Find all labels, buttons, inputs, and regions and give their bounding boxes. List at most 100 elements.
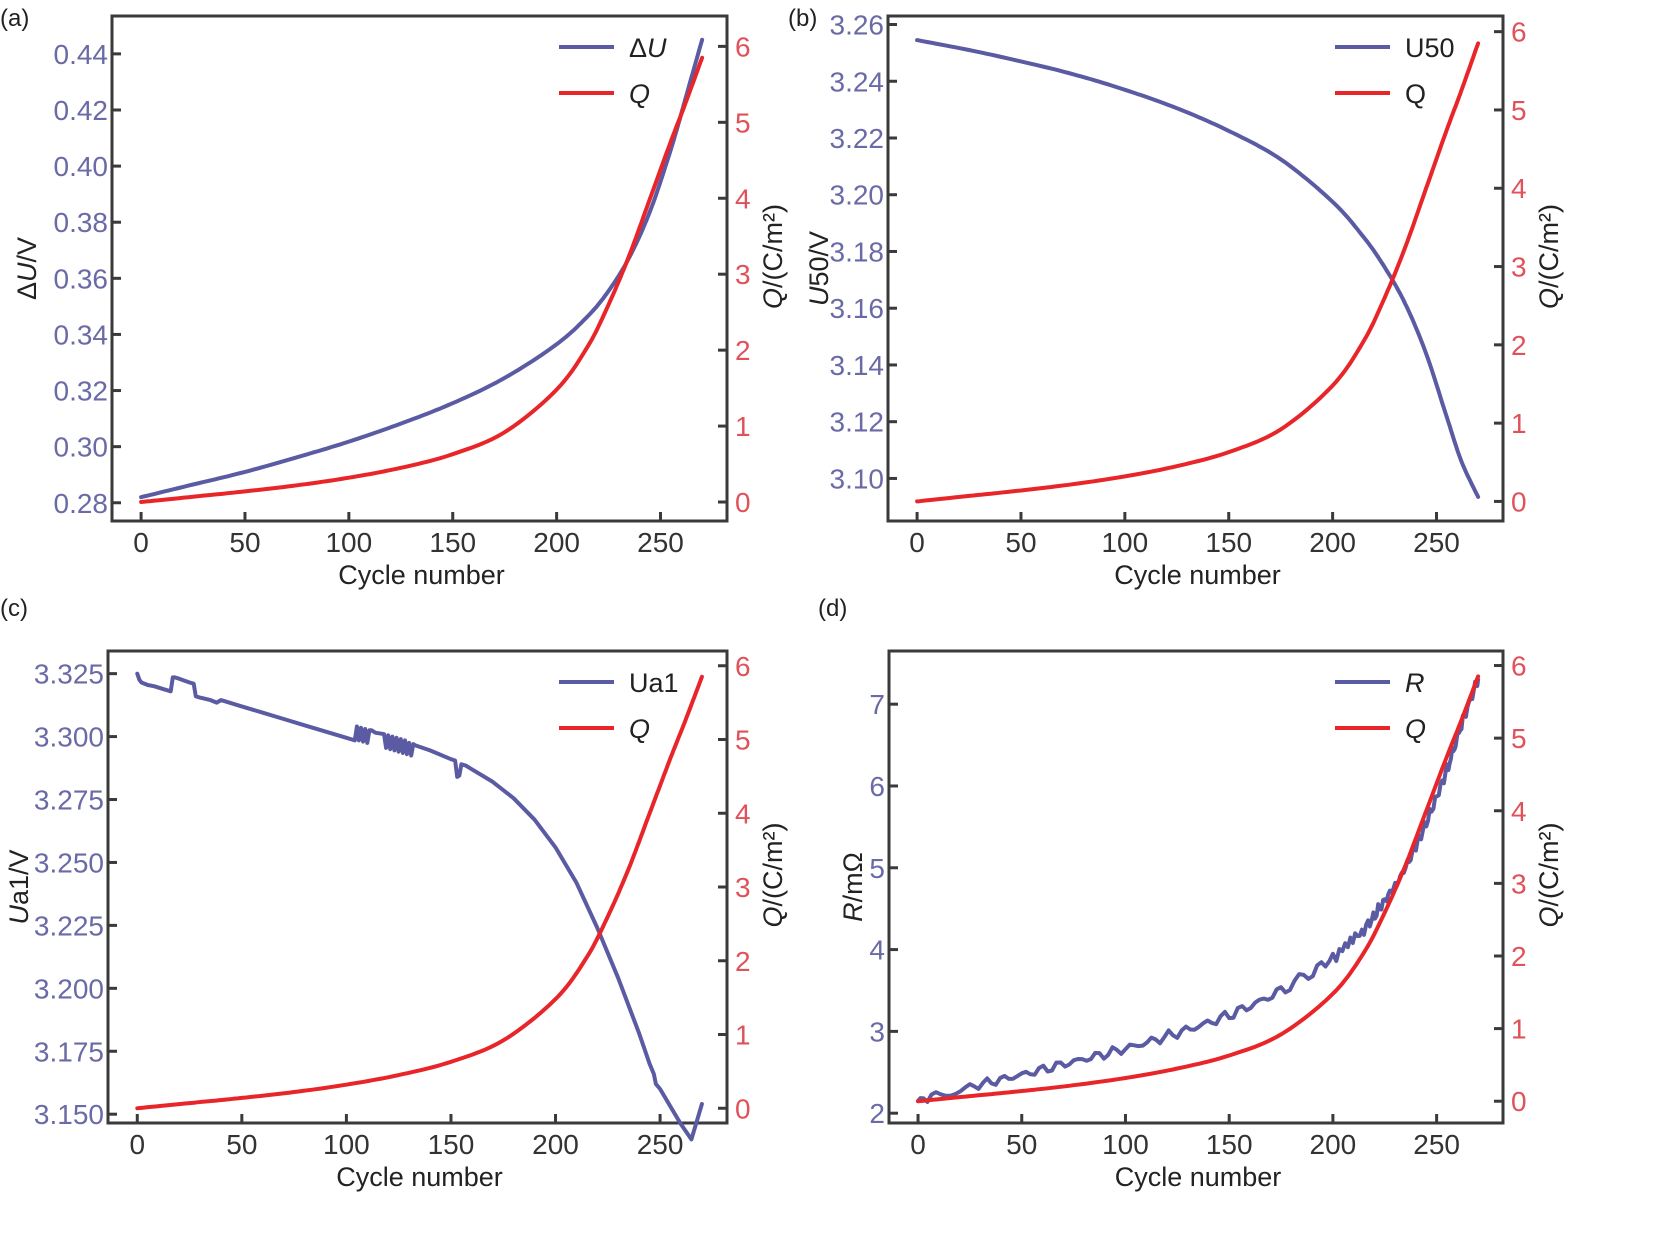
legend-item: Q xyxy=(1335,79,1426,109)
y-axis-title-part: U xyxy=(4,905,34,925)
y2-axis-title: Q/(C/m²) xyxy=(1534,204,1564,309)
x-tick-label: 50 xyxy=(229,527,260,558)
y2-axis-title-symbol: Q xyxy=(758,288,788,309)
series-line-q xyxy=(135,674,704,1111)
y-tick-label: 3.14 xyxy=(830,350,885,381)
legend-label-text: U xyxy=(647,33,667,63)
y-axis-title-part: a1/V xyxy=(4,849,34,905)
y-tick-label: 3.22 xyxy=(830,123,885,154)
y-tick-label: 3.18 xyxy=(830,236,885,267)
y2-axis-title: Q/(C/m²) xyxy=(758,204,788,309)
y-axis-title: Ua1/V xyxy=(4,849,34,924)
legend-item: Q xyxy=(559,79,650,109)
legend-label-text: Ua1 xyxy=(629,668,679,698)
y-axis-title: ΔU/V xyxy=(12,237,42,300)
chart-panel-a: (a)0 50 100 150 200 2500.280.300.320.340.360.… xyxy=(0,5,788,590)
y-axis-title-part: /mΩ xyxy=(838,852,868,902)
x-tick-label: 250 xyxy=(637,527,684,558)
y2-tick-label: 6 xyxy=(1511,17,1527,48)
legend-label-text: Q xyxy=(1405,79,1426,109)
y2-tick-label: 3 xyxy=(1511,868,1527,899)
x-tick-label: 150 xyxy=(1205,527,1252,558)
y2-tick-label: 4 xyxy=(1511,796,1527,827)
y-tick-label: 0.40 xyxy=(54,151,109,182)
y-axis-title-part: R xyxy=(838,902,868,922)
x-axis-title: Cycle number xyxy=(1115,1162,1282,1192)
x-axis-title: Cycle number xyxy=(1114,560,1281,590)
x-tick-label: 150 xyxy=(1206,1129,1253,1160)
y-tick-label: 6 xyxy=(869,771,885,802)
y2-tick-label: 2 xyxy=(735,946,751,977)
y2-tick-label: 6 xyxy=(735,651,751,682)
x-tick-label: 200 xyxy=(1309,527,1356,558)
y-tick-label: 3.10 xyxy=(830,463,885,494)
y2-tick-label: 6 xyxy=(1511,651,1527,682)
y2-tick-label: 4 xyxy=(735,798,751,829)
legend-label-text: Q xyxy=(1405,714,1426,744)
legend-label: Ua1 xyxy=(629,668,679,698)
y2-axis-title: Q/(C/m²) xyxy=(758,823,788,928)
y-tick-label: 3.225 xyxy=(34,910,104,941)
y2-tick-label: 2 xyxy=(735,335,751,366)
panel-label: (b) xyxy=(788,5,817,32)
x-tick-label: 100 xyxy=(1101,527,1148,558)
y2-axis-title-unit: /(C/m²) xyxy=(758,823,788,907)
legend-item: ΔU xyxy=(559,33,667,63)
y2-axis-title-unit: /(C/m²) xyxy=(1534,204,1564,288)
x-tick-label: 100 xyxy=(325,527,372,558)
series-line-r xyxy=(916,677,1481,1104)
legend-item: Ua1 xyxy=(559,668,679,698)
y2-tick-label: 1 xyxy=(1511,1014,1527,1045)
y-tick-label: 7 xyxy=(869,689,885,720)
legend-item: U50 xyxy=(1335,33,1455,63)
series-line-q xyxy=(915,41,1481,504)
panel-label: (c) xyxy=(0,595,28,622)
legend-label: ΔU xyxy=(629,33,667,63)
y2-axis-title-unit: /(C/m²) xyxy=(758,204,788,288)
y-tick-label: 3.300 xyxy=(34,722,104,753)
y2-tick-label: 0 xyxy=(735,1093,751,1124)
y-tick-label: 3.16 xyxy=(830,293,885,324)
y2-axis-title-unit: /(C/m²) xyxy=(1534,823,1564,907)
y-tick-label: 4 xyxy=(869,935,885,966)
y-tick-label: 3.275 xyxy=(34,785,104,816)
legend-item: Q xyxy=(559,714,650,744)
y-tick-label: 3.200 xyxy=(34,973,104,1004)
x-tick-label: 150 xyxy=(429,527,476,558)
y2-tick-label: 3 xyxy=(735,259,751,290)
x-tick-label: 50 xyxy=(1006,1129,1037,1160)
y-axis-title: U50/V xyxy=(804,231,834,306)
x-tick-label: 0 xyxy=(133,527,149,558)
legend-item: Q xyxy=(1335,714,1426,744)
y2-tick-label: 5 xyxy=(735,725,751,756)
y-tick-label: 3.26 xyxy=(830,10,885,41)
legend-label-text: U50 xyxy=(1405,33,1455,63)
plot-frame xyxy=(110,14,729,523)
y2-tick-label: 0 xyxy=(735,487,751,518)
y2-axis-title-symbol: Q xyxy=(758,906,788,927)
chart-panel-b: (b)0 50 100 150 200 2503.103.123.143.163.183.… xyxy=(788,5,1564,590)
y2-tick-label: 1 xyxy=(1511,408,1527,439)
x-tick-label: 0 xyxy=(129,1129,145,1160)
legend-label-text: Q xyxy=(629,714,650,744)
legend-item: R xyxy=(1335,668,1425,698)
x-tick-label: 50 xyxy=(1005,527,1036,558)
y2-tick-label: 3 xyxy=(735,872,751,903)
series-line-ua1 xyxy=(135,671,704,1142)
y-axis-title-part: U xyxy=(804,286,834,306)
y-tick-label: 0.34 xyxy=(54,319,109,350)
y-tick-label: 3.175 xyxy=(34,1036,104,1067)
y2-tick-label: 2 xyxy=(1511,330,1527,361)
x-tick-label: 0 xyxy=(909,527,925,558)
y-tick-label: 5 xyxy=(869,853,885,884)
y2-tick-label: 5 xyxy=(735,107,751,138)
panel-label: (d) xyxy=(818,595,847,622)
plot-frame xyxy=(887,649,1505,1125)
series-line-q xyxy=(139,55,705,504)
legend-label-text: R xyxy=(1405,668,1425,698)
x-tick-label: 100 xyxy=(1102,1129,1149,1160)
y2-tick-label: 1 xyxy=(735,1020,751,1051)
x-tick-label: 100 xyxy=(323,1129,370,1160)
legend-label: U50 xyxy=(1405,33,1455,63)
